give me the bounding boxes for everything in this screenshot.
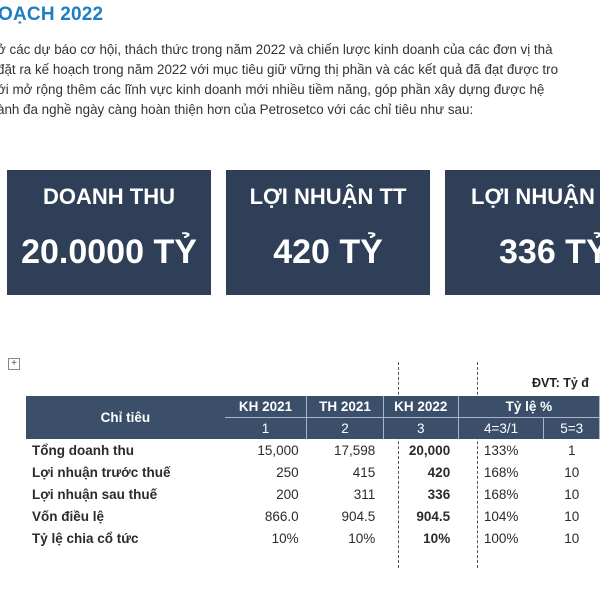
row-label: Lợi nhuận sau thuế [32, 486, 158, 502]
card-value: 336 TỶ [499, 233, 600, 271]
cell-kh2021: 200 [276, 486, 299, 502]
cell-kh2022: 904.5 [416, 508, 451, 524]
table-subheader-row: 1 2 3 4=3/1 5=3 [26, 417, 600, 439]
cell-ratio-1: 168% [483, 486, 519, 502]
cell-ratio-1: 168% [483, 464, 519, 480]
highlight-column-border [398, 362, 478, 568]
table-row: Tổng doanh thu 15,000 17,598 20,000 133%… [26, 439, 600, 461]
row-label: Lợi nhuận trước thuế [32, 464, 171, 480]
table-header-row: Chỉ tiêu KH 2021 TH 2021 KH 2022 Tỷ lệ % [26, 396, 600, 439]
table-row: Lợi nhuận trước thuế 250 415 420 168% 10 [26, 461, 600, 483]
cell-th2021: 17,598 [334, 442, 376, 458]
cell-kh2022: 10% [423, 530, 451, 546]
cell-ratio-2: 1 [567, 442, 576, 458]
column-header: KH 2021 [224, 396, 308, 418]
paragraph-line: ở các dự báo cơ hội, thách thức trong nă… [0, 42, 553, 57]
intro-paragraph: ở các dự báo cơ hội, thách thức trong nă… [0, 40, 600, 120]
row-label: Vốn điều lệ [32, 508, 105, 524]
unit-label: ĐVT: Tỷ đ [532, 376, 589, 390]
column-subheader: 4=3/1 [458, 417, 545, 439]
cell-ratio-2: 10 [564, 486, 580, 502]
card-label: LỢI NHUẬN TT [249, 184, 407, 209]
cell-kh2021: 10% [271, 530, 299, 546]
column-header: TH 2021 [306, 396, 384, 418]
cell-th2021: 904.5 [341, 508, 376, 524]
paragraph-line: ành đa nghề ngày càng hoàn thiện hơn của… [0, 102, 474, 117]
column-subheader: 5=3 [543, 417, 600, 439]
table-row: Tỷ lệ chia cổ tức 10% 10% 10% 100% 10 [26, 527, 600, 549]
paragraph-line: đặt ra kế hoạch trong năm 2022 với mục t… [0, 62, 559, 77]
card-label: LỢI NHUẬN S [471, 184, 600, 209]
cell-ratio-2: 10 [564, 530, 580, 546]
cell-kh2021: 15,000 [257, 442, 299, 458]
section-heading: OẠCH 2022 [0, 4, 104, 25]
column-header: Chỉ tiêu [26, 396, 225, 439]
table-row: Lợi nhuận sau thuế 200 311 336 168% 10 [26, 483, 600, 505]
cell-ratio-1: 133% [483, 442, 519, 458]
cell-kh2022: 420 [427, 464, 451, 480]
row-label: Tỷ lệ chia cổ tức [32, 530, 139, 546]
cell-kh2022: 336 [427, 486, 451, 502]
column-subheader: 2 [306, 417, 384, 439]
targets-table: Chỉ tiêu KH 2021 TH 2021 KH 2022 Tỷ lệ %… [26, 396, 600, 549]
table-row: Vốn điều lệ 866.0 904.5 904.5 104% 10 [26, 505, 600, 527]
cell-th2021: 311 [353, 486, 376, 502]
card-label: DOANH THU [43, 184, 175, 209]
cell-kh2022: 20,000 [408, 442, 451, 458]
cell-th2021: 10% [348, 530, 376, 546]
cell-kh2021: 866.0 [264, 508, 299, 524]
aftertax-profit-card: LỢI NHUẬN S 336 TỶ [445, 170, 600, 295]
cell-kh2021: 250 [276, 464, 299, 480]
card-value: 420 TỶ [273, 233, 383, 271]
column-header: KH 2022 [383, 396, 459, 418]
column-header: Tỷ lệ % [458, 396, 600, 418]
paragraph-line: ới mở rộng thêm các lĩnh vực kinh doanh … [0, 82, 545, 97]
cell-ratio-2: 10 [564, 508, 580, 524]
cell-th2021: 415 [352, 464, 376, 480]
cell-ratio-1: 104% [483, 508, 519, 524]
pretax-profit-card: LỢI NHUẬN TT 420 TỶ [226, 170, 430, 295]
revenue-card: DOANH THU 20.0000 TỶ [7, 170, 211, 295]
cell-ratio-2: 10 [564, 464, 580, 480]
card-value: 20.0000 TỶ [21, 233, 197, 271]
row-label: Tổng doanh thu [32, 442, 134, 458]
cell-ratio-1: 100% [483, 530, 519, 546]
column-subheader: 3 [383, 417, 459, 439]
move-handle-icon[interactable]: + [8, 358, 20, 370]
column-subheader: 1 [224, 417, 308, 439]
